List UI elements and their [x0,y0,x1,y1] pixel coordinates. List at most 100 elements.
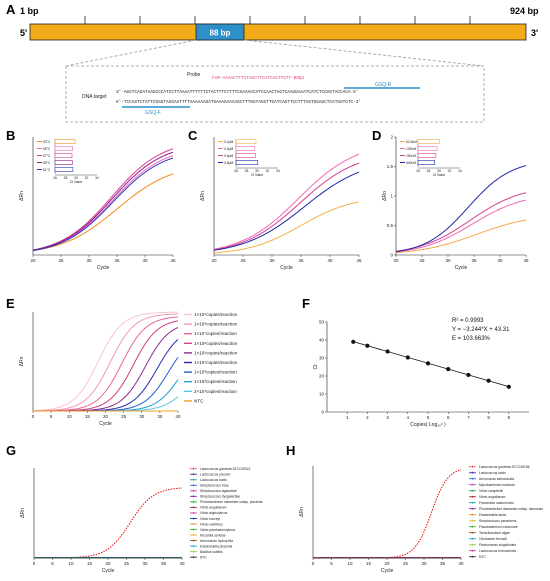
y-tick-label: 50 [319,320,325,325]
ct-bar [417,160,436,165]
legend-label: Plesiomonas shigelloides [479,543,516,547]
x-tick-label: 45 [523,258,529,263]
inset-tick-label: 32 [448,169,452,173]
x-axis-label: Cycle [99,421,112,427]
x-axis-label: Cycle [381,568,394,574]
x-tick-label: 40 [142,258,148,263]
legend-label: 1×10²copies/reaction [194,379,237,384]
data-point [446,367,451,372]
x-tick-label: 10 [68,561,74,566]
inset-tick-label: 26 [53,176,57,180]
y-axis-label: ΔRn [200,191,206,201]
x-tick-label: 5 [427,415,430,420]
chart-h: 0 5 10 15 20 25 30 35 40 Cycle ΔRn Lactococcus garv… [299,465,543,574]
inset-x-label: Ct Value [70,180,83,184]
legend-marker [192,478,195,481]
x-tick-label: 3 [386,415,389,420]
legend-marker [471,471,474,474]
legend-marker [192,506,195,509]
data-point [351,339,356,344]
legend-label: 1×10³copies/reaction [194,370,237,375]
x-tick-label: 25 [121,414,127,419]
inset-tick-label: 32 [85,176,89,180]
series-line [33,379,179,412]
y-tick-label: 20 [319,374,325,379]
legend-label: Edwardsiella tarda [479,513,506,517]
x-tick-label: 40 [175,414,181,419]
x-tick-label: 20 [211,258,217,263]
x-tick-label: 20 [105,561,111,566]
series-line [32,157,174,252]
inset-tick-label: 28 [64,176,68,180]
zoom-line-right [243,39,485,67]
legend-label: Citrobacter freundii [479,537,507,541]
legend-marker [471,495,474,498]
y-tick-label: 10 [319,392,325,397]
y-axis-label: ΔRn [20,508,26,518]
panel-h-label: H [286,443,295,458]
y-tick-label: 0.5 [387,223,394,228]
legend-label: Mycobacterium marinum [479,483,515,487]
series-line [32,173,174,252]
legend-label: 1×10⁵copies/reaction [194,350,238,355]
legend-label: Lactococcus garvieae ATCC49156 [479,465,530,469]
y-tick-label: 30 [319,356,325,361]
series-line [213,171,360,251]
ct-bar [417,139,440,144]
x-tick-label: 20 [103,414,109,419]
x-axis-label: Copies( Log₁₀ˣ ) [410,422,446,428]
inset-tick-label: 34 [276,169,280,173]
legend-marker [471,465,474,468]
legend-marker [471,537,474,540]
ct-bar [417,146,438,151]
legend-marker [471,507,474,510]
legend-label: 125nM [406,147,416,151]
regression-r2: R² = 0.9993 [452,318,484,324]
legend-marker [471,519,474,522]
panel-c-label: C [188,128,198,143]
legend-marker [192,550,195,553]
x-tick-label: 45 [170,258,176,263]
series-line [213,201,360,254]
x-tick-label: 35 [471,258,477,263]
legend-label: Vibrio anguillarum [200,506,227,510]
inset-tick-label: 26 [416,169,420,173]
series-line [32,151,174,251]
x-axis-label: Cycle [280,265,293,271]
x-tick-label: 15 [87,561,93,566]
legend-label: 55°C [43,147,51,151]
inset-tick-label: 34 [458,169,462,173]
strand-bottom: 5'-TCCAGTCTATTCGGGTAGGAATTTTAAAAAAGATGAA… [116,100,361,105]
ct-bar [235,160,259,165]
y-axis-label: ΔRn [19,191,25,201]
data-point [405,355,410,360]
y-axis-label: ΔRn [382,191,388,201]
series-line [313,469,462,559]
legend-label: 53°C [43,140,51,144]
legend-marker [192,545,195,548]
legend-label: 1×10⁷copies/reaction [194,331,237,336]
x-tick-label: 25 [419,258,425,263]
strand-top: 3'-AGGTCAGATAAGCCCATCCTTAAAATTTTTTCTACTT… [116,90,358,95]
inset-tick-label: 34 [95,176,99,180]
legend-label: 1×10⁴copies/reaction [194,360,238,365]
legend-label: Lactococcus lactis [479,471,506,475]
x-tick-label: 5 [50,414,53,419]
legend-marker [471,555,474,558]
x-tick-label: 10 [347,561,353,566]
legend-marker [192,500,195,503]
x-tick-label: 35 [157,414,163,419]
x-tick-label: 9 [508,415,511,420]
y-axis-label: ΔRn [299,507,305,517]
legend-label: Tenacibaculum algae [479,531,510,535]
x-tick-label: 30 [421,561,427,566]
chart-e: 0 5 10 15 20 25 30 35 40 Cycle ΔRn 1×10⁹copies/reac… [19,311,238,427]
x-tick-label: 20 [384,561,390,566]
inset-tick-label: 30 [74,176,78,180]
five-prime-label: 5' [20,28,27,38]
x-tick-label: 25 [58,258,64,263]
legend-marker [192,534,195,536]
x-tick-label: 35 [114,258,120,263]
legend-marker [471,549,474,552]
data-point [506,384,511,389]
